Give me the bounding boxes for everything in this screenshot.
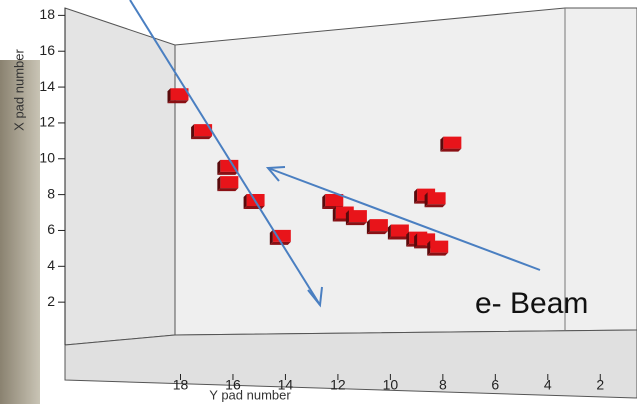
- block: [191, 124, 213, 140]
- block: [243, 193, 265, 209]
- block: [427, 240, 449, 256]
- block-face: [427, 252, 449, 256]
- block: [387, 224, 409, 240]
- y-tick-label: 18: [39, 6, 55, 22]
- block-face: [390, 224, 409, 237]
- block-face: [430, 240, 449, 253]
- block-face: [440, 136, 444, 152]
- block-face: [366, 219, 370, 235]
- block: [366, 219, 388, 235]
- block-face: [167, 88, 171, 104]
- block-face: [217, 188, 239, 192]
- y-tick-label: 14: [39, 78, 55, 94]
- block-face: [427, 240, 431, 256]
- block-face: [217, 171, 239, 175]
- arrow-head: [307, 286, 323, 308]
- block-face: [406, 231, 410, 247]
- beam-arrow: [267, 167, 541, 271]
- block-face: [414, 233, 418, 249]
- block-face: [366, 231, 388, 235]
- x-tick-label: 18: [173, 377, 189, 393]
- block-face: [325, 193, 344, 206]
- block-face: [322, 193, 326, 209]
- y-tick-label: 4: [47, 257, 55, 273]
- block-face: [345, 222, 367, 226]
- x-tick-label: 10: [383, 377, 399, 393]
- y-axis-label: X pad number: [11, 49, 26, 131]
- y-tick-label: 2: [47, 293, 55, 309]
- block-face: [332, 206, 336, 222]
- background-photo: [0, 60, 40, 404]
- block-face: [387, 236, 409, 240]
- annotation: e- Beam: [475, 287, 588, 320]
- arrow: [129, 0, 321, 306]
- y-tick-label: 12: [39, 114, 55, 130]
- block-face: [387, 224, 391, 240]
- block-face: [269, 229, 273, 245]
- block: [217, 159, 239, 175]
- y-tick-label: 8: [47, 185, 55, 201]
- block-face: [243, 205, 265, 209]
- x-tick-label: 16: [225, 377, 241, 393]
- block-face: [443, 136, 462, 149]
- x-tick-label: 8: [439, 377, 447, 393]
- floor: [64, 329, 637, 399]
- block: [167, 88, 189, 104]
- block-face: [220, 159, 239, 172]
- block: [424, 192, 446, 208]
- block-face: [272, 229, 291, 242]
- block-face: [217, 176, 221, 192]
- block-face: [348, 210, 367, 223]
- block: [217, 176, 239, 192]
- x-tick-label: 12: [330, 377, 346, 393]
- block-face: [243, 193, 247, 209]
- block-face: [427, 192, 446, 205]
- y-tick-label: 6: [47, 221, 55, 237]
- x-tick-label: 4: [544, 377, 552, 393]
- block: [440, 136, 462, 152]
- left-wall: [64, 7, 176, 346]
- block-face: [424, 204, 446, 208]
- block-face: [414, 188, 418, 204]
- block-face: [269, 241, 291, 245]
- block-face: [369, 219, 388, 232]
- arrow-head: [265, 166, 286, 182]
- block: [269, 229, 291, 245]
- block-face: [345, 210, 349, 226]
- block-face: [424, 192, 428, 208]
- back-wall: [174, 7, 637, 336]
- x-tick-label: 14: [278, 377, 294, 393]
- block: [345, 210, 367, 226]
- x-axis-label: Y pad number: [209, 387, 291, 402]
- block-face: [194, 124, 213, 137]
- block-face: [191, 136, 213, 140]
- block-face: [217, 159, 221, 175]
- x-tick-label: 6: [491, 377, 499, 393]
- block-face: [440, 148, 462, 152]
- block-face: [220, 176, 239, 189]
- block-face: [167, 100, 189, 104]
- block-face: [191, 124, 195, 140]
- y-tick-label: 10: [39, 149, 55, 165]
- y-tick-label: 16: [39, 42, 55, 58]
- block-face: [170, 88, 189, 101]
- x-tick-label: 2: [596, 377, 604, 393]
